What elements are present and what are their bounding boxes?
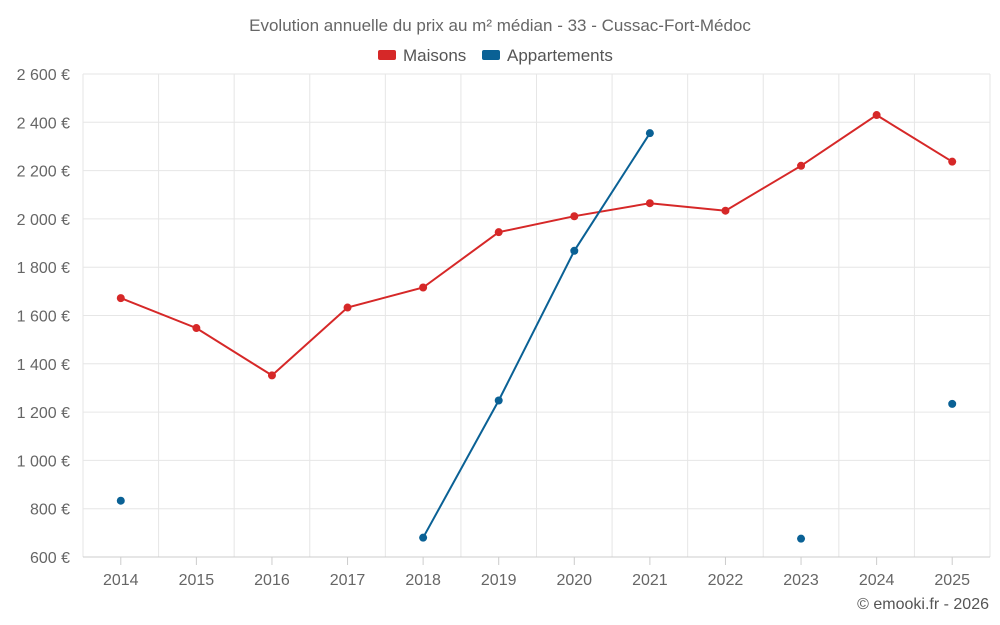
x-tick-label: 2023	[783, 572, 819, 589]
legend-swatch-appartements	[482, 50, 500, 60]
data-point-maisons-2020[interactable]	[570, 212, 579, 221]
data-point-appartements-2020[interactable]	[570, 246, 579, 255]
x-tick-label: 2024	[859, 572, 895, 589]
x-tick-label: 2021	[632, 572, 668, 589]
x-tick-label: 2017	[330, 572, 366, 589]
x-tick-label: 2015	[179, 572, 215, 589]
data-point-maisons-2014[interactable]	[116, 294, 125, 303]
data-point-maisons-2017[interactable]	[343, 303, 352, 312]
series-appartements	[116, 129, 957, 543]
legend-label-maisons: Maisons	[403, 46, 466, 65]
x-tick-label: 2016	[254, 572, 290, 589]
x-tick-label: 2018	[405, 572, 441, 589]
legend-item-maisons[interactable]: Maisons	[378, 46, 466, 65]
data-point-appartements-2025[interactable]	[948, 399, 957, 408]
y-tick-label: 1 800 €	[17, 260, 70, 277]
x-axis: 2014 2015 2016 2017 2018 2019 2020 2021 2022 2023…	[83, 556, 990, 589]
y-tick-label: 1 200 €	[17, 405, 70, 422]
data-point-appartements-2014[interactable]	[116, 496, 125, 505]
data-point-maisons-2021[interactable]	[645, 199, 654, 208]
series-line-appartements	[422, 132, 651, 539]
y-tick-label: 2 000 €	[17, 212, 70, 229]
y-tick-label: 2 400 €	[17, 115, 70, 132]
data-point-maisons-2016[interactable]	[267, 371, 276, 380]
grid	[82, 73, 991, 557]
y-tick-label: 1 000 €	[17, 453, 70, 470]
chart-title: Evolution annuelle du prix au m² médian …	[249, 16, 751, 35]
x-tick-label: 2014	[103, 572, 139, 589]
data-point-maisons-2019[interactable]	[494, 228, 503, 237]
series-line-maisons	[120, 113, 953, 377]
y-axis: 600 € 800 € 1 000 € 1 200 € 1 400 € 1 600 € 1 …	[17, 67, 70, 567]
data-point-appartements-2018[interactable]	[419, 533, 428, 542]
data-point-appartements-2019[interactable]	[494, 396, 503, 405]
data-point-maisons-2023[interactable]	[797, 161, 806, 170]
legend: Maisons Appartements	[378, 46, 613, 65]
x-tick-label: 2022	[708, 572, 744, 589]
y-tick-label: 1 400 €	[17, 357, 70, 374]
y-tick-label: 2 600 €	[17, 67, 70, 84]
x-tick-label: 2025	[934, 572, 970, 589]
data-point-maisons-2022[interactable]	[721, 206, 730, 215]
data-point-maisons-2024[interactable]	[872, 111, 881, 120]
data-point-maisons-2025[interactable]	[948, 157, 957, 166]
y-tick-label: 600 €	[30, 550, 70, 567]
y-tick-label: 2 200 €	[17, 164, 70, 181]
credit-text: © emooki.fr - 2026	[857, 596, 989, 613]
series-maisons	[116, 111, 957, 380]
data-point-maisons-2015[interactable]	[192, 324, 201, 333]
legend-swatch-maisons	[378, 50, 396, 60]
y-tick-label: 800 €	[30, 502, 70, 519]
series-layer	[116, 111, 957, 543]
y-tick-label: 1 600 €	[17, 309, 70, 326]
legend-item-appartements[interactable]: Appartements	[482, 46, 613, 65]
data-point-maisons-2018[interactable]	[419, 283, 428, 292]
data-point-appartements-2023[interactable]	[797, 534, 806, 543]
legend-label-appartements: Appartements	[507, 46, 613, 65]
x-tick-label: 2020	[556, 572, 592, 589]
x-tick-label: 2019	[481, 572, 517, 589]
data-point-appartements-2021[interactable]	[645, 129, 654, 138]
